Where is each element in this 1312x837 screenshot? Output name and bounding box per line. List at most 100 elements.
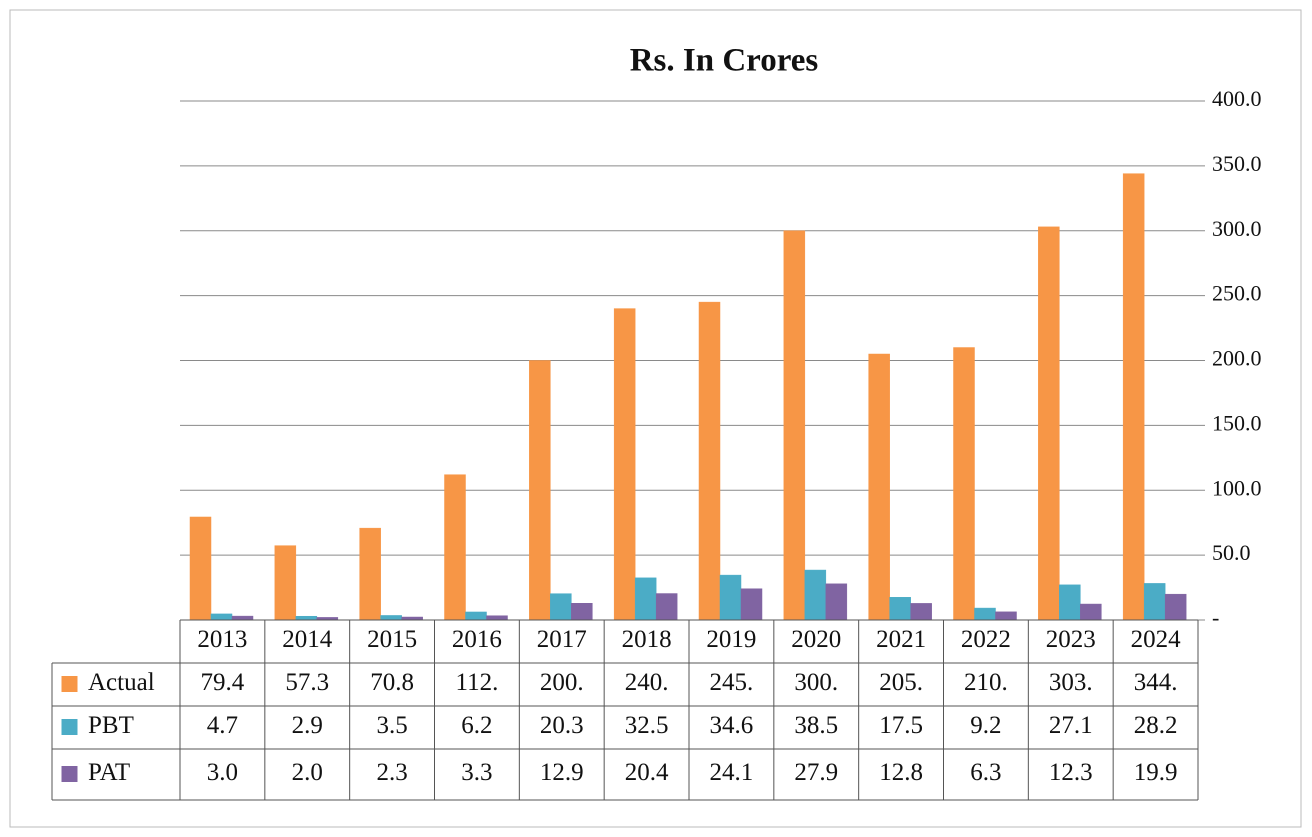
x-tick-label: 2021: [876, 626, 926, 653]
table-value: 2.9: [292, 712, 323, 739]
bar: [698, 301, 721, 621]
bar: [613, 308, 636, 621]
table-value: 3.5: [376, 712, 407, 739]
table-value: 12.8: [879, 759, 923, 786]
bar: [1080, 603, 1102, 621]
bar: [804, 569, 827, 621]
table-value: 205.: [879, 669, 923, 696]
x-tick-label: 2013: [197, 626, 247, 653]
table-value: 245.: [710, 669, 754, 696]
bar: [889, 597, 911, 621]
table-value: 2.3: [376, 759, 407, 786]
legend-swatch: [61, 766, 78, 782]
table-value: 4.7: [207, 712, 238, 739]
x-tick-label: 2016: [452, 626, 502, 653]
x-tick-label: 2018: [622, 626, 672, 653]
table-value: 19.9: [1134, 759, 1178, 786]
y-tick-label: 250.0: [1212, 281, 1262, 306]
table-value: 32.5: [625, 712, 669, 739]
table-value: 6.2: [461, 712, 492, 739]
y-tick-label: 50.0: [1212, 540, 1251, 565]
table-value: 200.: [540, 669, 584, 696]
table-value: 3.3: [461, 759, 492, 786]
table-value: 112.: [456, 669, 499, 696]
bar: [210, 613, 233, 621]
table-value: 38.5: [794, 712, 838, 739]
bar: [359, 527, 381, 621]
bar: [1122, 173, 1145, 621]
table-value: 240.: [625, 669, 669, 696]
bar: [974, 607, 996, 621]
x-tick-label: 2022: [961, 626, 1011, 653]
x-tick-label: 2023: [1046, 626, 1096, 653]
table-value: 3.0: [207, 759, 238, 786]
legend-label: PBT: [88, 712, 134, 739]
y-tick-label: 300.0: [1212, 216, 1262, 241]
table-value: 79.4: [201, 669, 245, 696]
legend-swatch: [61, 676, 78, 692]
bar: [444, 474, 466, 621]
x-tick-label: 2020: [791, 626, 841, 653]
chart-frame: [9, 9, 1302, 828]
table-value: 2.0: [292, 759, 323, 786]
table-value: 6.3: [970, 759, 1001, 786]
bar: [274, 545, 297, 621]
bar: [995, 611, 1017, 621]
table-value: 12.9: [540, 759, 584, 786]
table-value: 20.4: [625, 759, 669, 786]
bar: [655, 593, 678, 621]
table-value: 9.2: [970, 712, 1001, 739]
table-value: 70.8: [370, 669, 414, 696]
table-value: 210.: [964, 669, 1008, 696]
bar: [1143, 583, 1166, 621]
bar: [295, 615, 318, 621]
bar: [465, 611, 487, 621]
bar: [1038, 226, 1060, 621]
legend-swatch: [61, 719, 78, 735]
x-tick-label: 2019: [706, 626, 756, 653]
y-tick-label: 150.0: [1212, 410, 1262, 435]
table-value: 34.6: [710, 712, 754, 739]
table-value: 28.2: [1134, 712, 1178, 739]
y-tick-label: 100.0: [1212, 475, 1262, 500]
bar: [1059, 584, 1081, 621]
table-value: 20.3: [540, 712, 584, 739]
bar: [740, 588, 763, 621]
x-tick-label: 2017: [537, 626, 587, 653]
table-value: 24.1: [710, 759, 754, 786]
bar: [486, 615, 508, 621]
bar: [634, 577, 657, 621]
bar: [529, 360, 551, 621]
bar: [1164, 593, 1187, 621]
bar: [571, 603, 593, 621]
y-tick-label: 200.0: [1212, 346, 1262, 371]
table-value: 27.9: [794, 759, 838, 786]
table-value: 300.: [794, 669, 838, 696]
chart-title: Rs. In Crores: [630, 43, 819, 79]
table-value: 17.5: [879, 712, 923, 739]
x-tick-label: 2015: [367, 626, 417, 653]
y-tick-label: -: [1212, 605, 1219, 630]
bar: [953, 347, 975, 621]
bar: [783, 230, 806, 621]
y-tick-label: 350.0: [1212, 151, 1262, 176]
table-value: 303.: [1049, 669, 1093, 696]
legend-label: Actual: [88, 669, 155, 696]
table-value: 344.: [1134, 669, 1178, 696]
table-value: 12.3: [1049, 759, 1093, 786]
bar: [231, 615, 254, 621]
table-value: 57.3: [285, 669, 329, 696]
bar: [910, 603, 932, 621]
y-tick-label: 400.0: [1212, 86, 1262, 111]
bar: [868, 353, 890, 621]
bar: [189, 516, 212, 621]
bar: [825, 583, 848, 621]
table-value: 27.1: [1049, 712, 1093, 739]
x-tick-label: 2014: [282, 626, 333, 653]
bar: [380, 615, 402, 621]
legend-label: PAT: [88, 759, 130, 786]
x-tick-label: 2024: [1131, 626, 1182, 653]
bar: [719, 574, 742, 621]
